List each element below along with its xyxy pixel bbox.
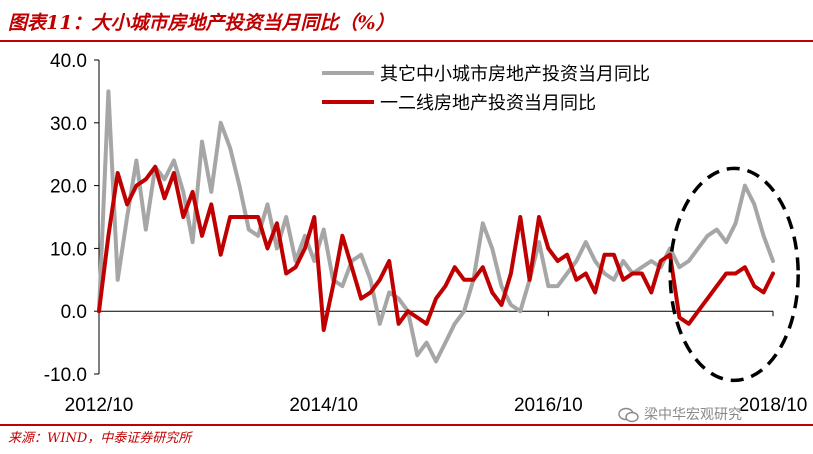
legend-label: 一二线房地产投资当月同比 [380,93,596,114]
title-rule [0,40,813,42]
watermark-text: 梁中华宏观研究 [644,407,742,423]
y-tick-label: 40.0 [50,51,87,72]
y-tick-label: 10.0 [50,239,87,260]
y-tick-label: 30.0 [50,114,87,135]
chart-title: 图表11：大小城市房地产投资当月同比（%） [8,12,395,34]
watermark: 梁中华宏观研究 [618,404,742,426]
x-tick-label: 2016/10 [514,395,583,416]
x-tick-label: 2018/10 [739,395,808,416]
wechat-icon [618,407,639,423]
y-tick-label: -10.0 [44,365,87,386]
series-lines [97,89,775,364]
y-tick-labels: 40.0 30.0 20.0 10.0 0.0 -10.0 [44,51,87,386]
source-note: 来源：WIND，中泰证券研究所 [8,431,192,446]
y-tick-label: 20.0 [50,177,87,198]
legend-label: 其它中小城市房地产投资当月同比 [380,64,650,85]
x-tick-label: 2014/10 [289,395,358,416]
x-tick-labels: 2012/10 2014/10 2016/10 2018/10 [65,395,808,416]
highlight-ellipse [668,166,800,383]
y-tick-label: 0.0 [61,302,87,323]
highlight-annotation [668,166,800,383]
x-tick-label: 2012/10 [65,395,134,416]
series-line-tier1-2 [97,164,775,332]
source-rule [0,424,813,426]
